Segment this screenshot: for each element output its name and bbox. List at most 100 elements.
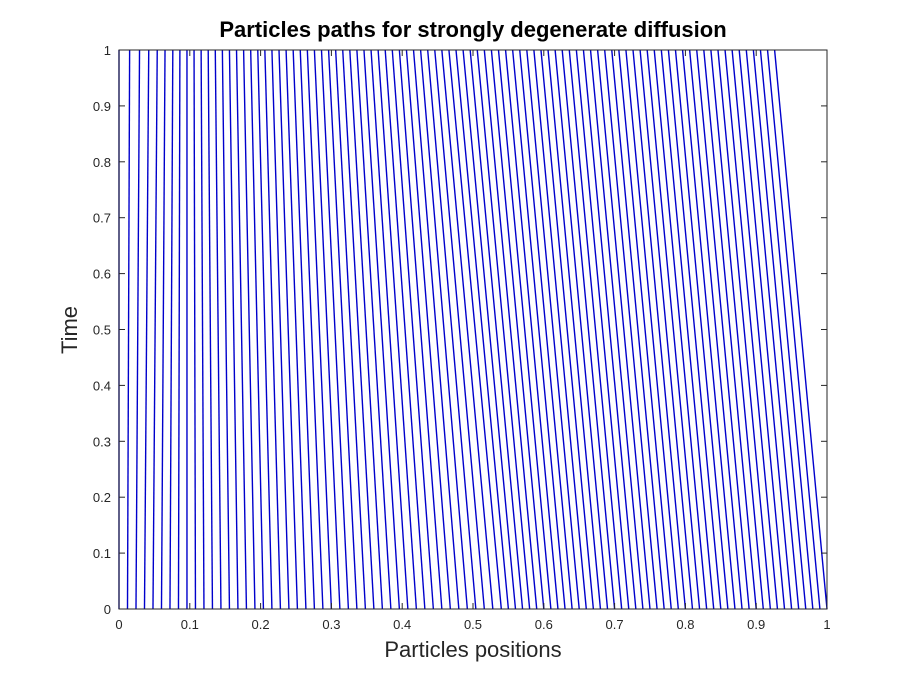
particle-path-17 xyxy=(242,49,256,610)
particle-path-38 xyxy=(391,49,435,610)
y-tick-label-3: 0.3 xyxy=(93,434,111,449)
particle-path-75 xyxy=(653,49,708,610)
particle-path-31 xyxy=(342,49,375,610)
particle-path-73 xyxy=(639,49,694,610)
particle-path-24 xyxy=(292,49,316,610)
chart-title: Particles paths for strongly degenerate … xyxy=(219,17,726,42)
particle-path-83 xyxy=(710,49,764,610)
particle-path-8 xyxy=(177,49,181,610)
particle-path-22 xyxy=(278,49,299,610)
particle-path-54 xyxy=(504,49,559,610)
particle-path-69 xyxy=(611,49,665,610)
particle-path-25 xyxy=(299,49,324,610)
x-tick-label-2: 0.2 xyxy=(252,617,270,632)
y-tick-label-4: 0.4 xyxy=(93,378,111,393)
x-tick-label-4: 0.4 xyxy=(393,617,411,632)
particle-path-50 xyxy=(476,49,531,610)
particle-path-6 xyxy=(160,49,166,610)
particle-path-89 xyxy=(752,49,807,610)
particle-path-19 xyxy=(257,49,273,610)
y-tick-label-8: 0.8 xyxy=(93,155,111,170)
particle-path-87 xyxy=(738,49,793,610)
particle-path-30 xyxy=(334,49,367,610)
x-axis-label: Particles positions xyxy=(384,637,561,662)
particle-path-42 xyxy=(419,49,469,610)
particle-path-74 xyxy=(646,49,701,610)
x-tick-label-10: 1 xyxy=(823,617,830,632)
particle-path-47 xyxy=(455,49,510,610)
particle-path-51 xyxy=(483,49,538,610)
particle-path-84 xyxy=(717,49,772,610)
particle-path-13 xyxy=(214,49,222,610)
particle-paths xyxy=(118,49,828,610)
plot-area-frame xyxy=(118,49,828,610)
y-tick-label-1: 0.1 xyxy=(93,546,111,561)
particle-path-64 xyxy=(575,49,630,610)
particle-path-44 xyxy=(434,49,486,610)
particle-path-72 xyxy=(632,49,687,610)
y-tick-label-0: 0 xyxy=(104,602,111,617)
particle-path-26 xyxy=(306,49,333,610)
particle-path-37 xyxy=(384,49,426,610)
particle-path-45 xyxy=(441,49,494,610)
particle-path-81 xyxy=(696,49,750,610)
x-tick-label-5: 0.5 xyxy=(464,617,482,632)
particle-path-61 xyxy=(554,49,609,610)
particle-path-76 xyxy=(660,49,715,610)
x-tick-label-1: 0.1 xyxy=(181,617,199,632)
x-tick-label-8: 0.8 xyxy=(676,617,694,632)
y-tick-label-2: 0.2 xyxy=(93,490,111,505)
particle-path-46 xyxy=(448,49,503,610)
particle-path-14 xyxy=(221,49,231,610)
particle-path-35 xyxy=(370,49,409,610)
y-tick-label-9: 0.9 xyxy=(93,99,111,114)
particle-path-40 xyxy=(405,49,452,610)
particle-path-21 xyxy=(271,49,290,610)
particle-path-80 xyxy=(688,49,743,610)
particle-path-78 xyxy=(674,49,729,610)
particle-path-59 xyxy=(540,49,595,610)
particle-path-55 xyxy=(511,49,566,610)
particle-path-86 xyxy=(731,49,786,610)
particle-path-68 xyxy=(603,49,658,610)
particle-path-48 xyxy=(462,49,517,610)
particle-path-85 xyxy=(724,49,779,610)
particle-path-67 xyxy=(596,49,651,610)
particle-path-3 xyxy=(135,49,141,610)
particle-path-77 xyxy=(667,49,722,610)
x-tick-label-7: 0.7 xyxy=(606,617,624,632)
y-tick-label-5: 0.5 xyxy=(93,323,111,338)
particle-path-49 xyxy=(469,49,524,610)
particle-path-92 xyxy=(773,49,828,610)
particle-path-34 xyxy=(363,49,401,610)
particle-path-18 xyxy=(249,49,265,610)
particle-path-29 xyxy=(327,49,358,610)
particle-path-43 xyxy=(426,49,477,610)
particle-path-27 xyxy=(313,49,341,610)
particle-path-2 xyxy=(126,49,131,610)
particle-path-41 xyxy=(412,49,460,610)
particle-path-36 xyxy=(377,49,418,610)
particle-path-32 xyxy=(349,49,384,610)
axis-ticks: 0 0.1 0.2 0.3 0.4 0.5 0.6 0.7 0.8 0.9 1 0 0.1 0.2 0.3 0… xyxy=(93,43,831,632)
particle-path-79 xyxy=(681,49,736,610)
particle-path-60 xyxy=(547,49,602,610)
particle-path-71 xyxy=(625,49,680,610)
particle-path-66 xyxy=(589,49,644,610)
particle-path-90 xyxy=(759,49,814,610)
particle-path-7 xyxy=(169,49,174,610)
x-tick-label-0: 0 xyxy=(115,617,122,632)
particle-path-58 xyxy=(533,49,587,610)
particle-path-20 xyxy=(264,49,282,610)
x-tick-label-3: 0.3 xyxy=(322,617,340,632)
particle-path-57 xyxy=(526,49,580,610)
particle-path-28 xyxy=(320,49,350,610)
particle-path-39 xyxy=(398,49,443,610)
particle-path-10 xyxy=(193,49,197,610)
particle-path-62 xyxy=(561,49,616,610)
particle-path-5 xyxy=(152,49,158,610)
particle-path-88 xyxy=(745,49,800,610)
particle-path-16 xyxy=(235,49,248,610)
